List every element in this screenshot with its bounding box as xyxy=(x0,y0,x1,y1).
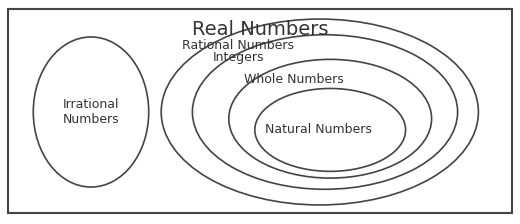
Text: Integers: Integers xyxy=(213,51,265,64)
Text: Real Numbers: Real Numbers xyxy=(192,20,328,39)
Text: Natural Numbers: Natural Numbers xyxy=(265,123,372,136)
Text: Irrational
Numbers: Irrational Numbers xyxy=(63,98,119,126)
Text: Whole Numbers: Whole Numbers xyxy=(244,73,344,86)
Text: Rational Numbers: Rational Numbers xyxy=(182,39,294,52)
